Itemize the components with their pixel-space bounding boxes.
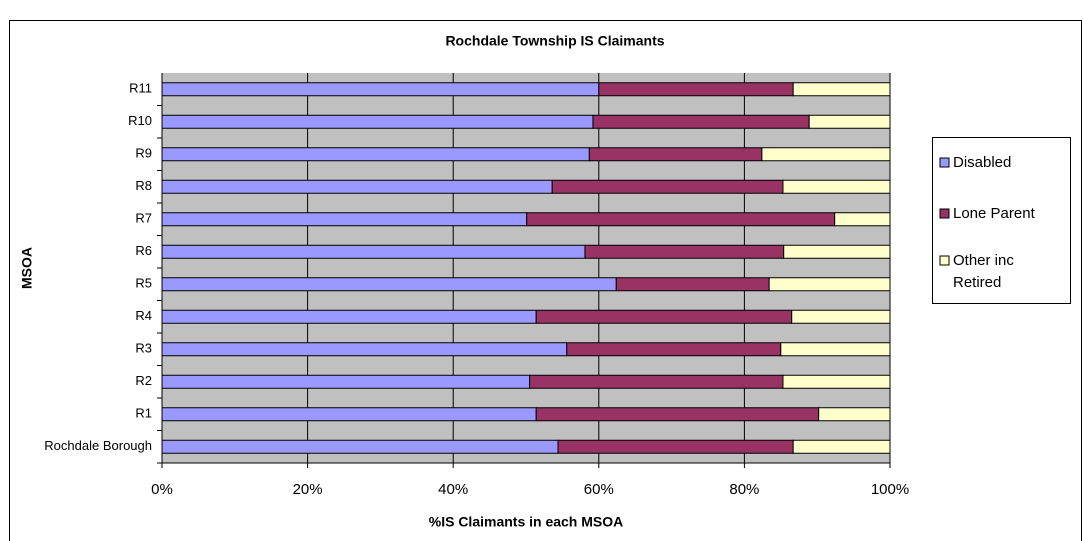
bar-segment (551, 179, 784, 194)
bar-segment (834, 212, 891, 227)
y-tick-label: R10 (128, 113, 152, 128)
y-tick-label: R11 (129, 81, 152, 96)
x-tick-label: 80% (729, 481, 759, 498)
bar-segment (161, 374, 531, 389)
bar-segment (780, 342, 891, 357)
x-tick-label: 100% (871, 481, 909, 498)
legend-label: Disabled (953, 154, 1011, 171)
x-tick-label: 20% (293, 481, 323, 498)
y-tick-label: R1 (135, 406, 152, 421)
y-tick-label: R9 (135, 146, 152, 161)
chart-title: Rochdale Township IS Claimants (445, 33, 664, 49)
bar-segment (592, 114, 810, 129)
bar-segment (529, 374, 784, 389)
bar-segment (161, 407, 537, 422)
x-tick-label: 60% (584, 481, 614, 498)
bar-segment (161, 309, 537, 324)
legend-label: Other inc Retired (953, 252, 1014, 291)
legend-swatch (939, 208, 950, 219)
bar-segment (782, 179, 891, 194)
bar-segment (161, 342, 568, 357)
bar-segment (566, 342, 782, 357)
x-tick-label: 40% (438, 481, 468, 498)
legend-swatch (939, 255, 950, 266)
bar-segment (535, 407, 820, 422)
bar-segment (161, 244, 586, 259)
y-tick-label: R2 (135, 373, 152, 388)
y-tick-label: R3 (135, 341, 152, 356)
bar-segment (791, 309, 891, 324)
legend-swatch (939, 157, 950, 168)
bar-segment (161, 439, 559, 454)
bar-segment (526, 212, 836, 227)
x-axis-title: %IS Claimants in each MSOA (429, 514, 624, 530)
bar-segment (161, 212, 528, 227)
y-tick-label: Rochdale Borough (44, 438, 152, 453)
bar-segment (792, 82, 891, 97)
y-tick-label: R7 (135, 211, 152, 226)
bar-segment (161, 114, 594, 129)
legend-box (932, 137, 1071, 304)
y-tick-label: R5 (135, 276, 152, 291)
bar-segment (792, 439, 891, 454)
x-tick-label: 0% (151, 481, 173, 498)
bar-segment (161, 147, 590, 162)
y-tick-label: R8 (135, 178, 152, 193)
bar-segment (161, 179, 553, 194)
bar-segment (588, 147, 763, 162)
bar-segment (783, 244, 891, 259)
bar-segment (761, 147, 891, 162)
bar-segment (161, 82, 600, 97)
legend-label: Lone Parent (953, 205, 1036, 222)
bar-segment (782, 374, 891, 389)
y-tick-label: R4 (135, 308, 152, 323)
bar-segment (584, 244, 785, 259)
bar-segment (818, 407, 891, 422)
y-axis-title: MSOA (19, 247, 35, 289)
bar-segment (535, 309, 793, 324)
bar-segment (808, 114, 891, 129)
bar-segment (615, 277, 770, 292)
y-tick-label: R6 (135, 243, 152, 258)
bar-segment (161, 277, 617, 292)
bar-segment (557, 439, 794, 454)
bar-segment (768, 277, 891, 292)
bar-segment (598, 82, 794, 97)
plot-area (162, 73, 890, 463)
